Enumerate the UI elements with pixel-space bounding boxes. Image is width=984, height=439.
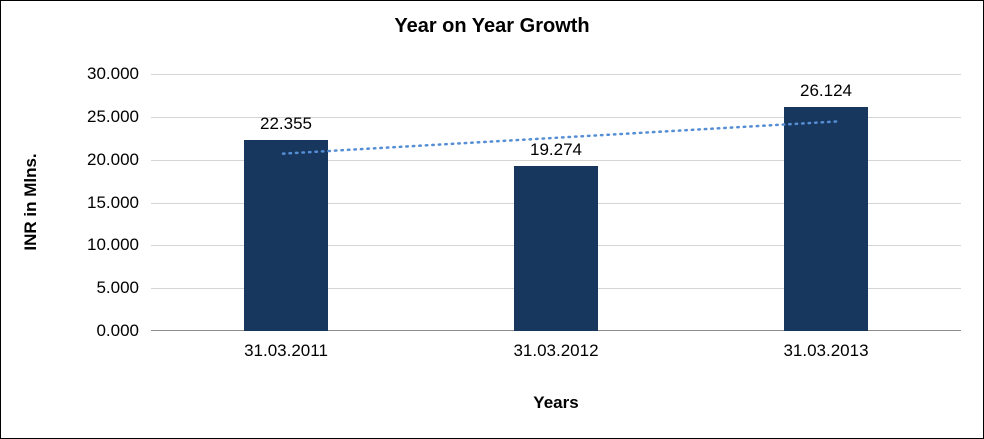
bar-value-label: 19.274 bbox=[530, 139, 582, 159]
trendline bbox=[281, 120, 840, 155]
y-tick-label: 0.000 bbox=[96, 321, 139, 340]
x-tick-label: 31.03.2011 bbox=[244, 341, 328, 360]
trendline-layer bbox=[281, 120, 840, 155]
gridline bbox=[151, 159, 961, 161]
chart-title: Year on Year Growth bbox=[394, 15, 590, 37]
bar-31.03.2012 bbox=[514, 165, 598, 331]
gridline bbox=[151, 74, 961, 75]
y-tick-label: 15.000 bbox=[87, 192, 139, 212]
x-tick-label: 31.03.2013 bbox=[783, 341, 869, 360]
y-tick-label: 30.000 bbox=[87, 64, 139, 83]
x-tick-label: 31.03.2012 bbox=[513, 341, 599, 360]
plot-area: 22.355 19.274 26.124 bbox=[151, 74, 961, 331]
y-axis-tick-labels: 30.000 25.000 20.000 15.000 10.000 5.000 0.000 bbox=[29, 64, 139, 340]
bar-31.03.2011 bbox=[244, 139, 328, 331]
x-axis-tick-labels: 31.03.2011 31.03.2012 31.03.2013 bbox=[151, 341, 961, 365]
y-tick-label: 20.000 bbox=[87, 149, 139, 169]
gridline bbox=[151, 116, 961, 118]
y-tick-label: 10.000 bbox=[87, 235, 139, 255]
bar-value-label: 22.355 bbox=[260, 113, 312, 133]
bar-value-label: 26.124 bbox=[800, 81, 852, 101]
y-tick-label: 5.000 bbox=[96, 278, 139, 298]
bar-31.03.2013 bbox=[784, 107, 868, 331]
x-axis-title: Years bbox=[533, 393, 579, 412]
y-tick-label: 25.000 bbox=[87, 106, 139, 126]
